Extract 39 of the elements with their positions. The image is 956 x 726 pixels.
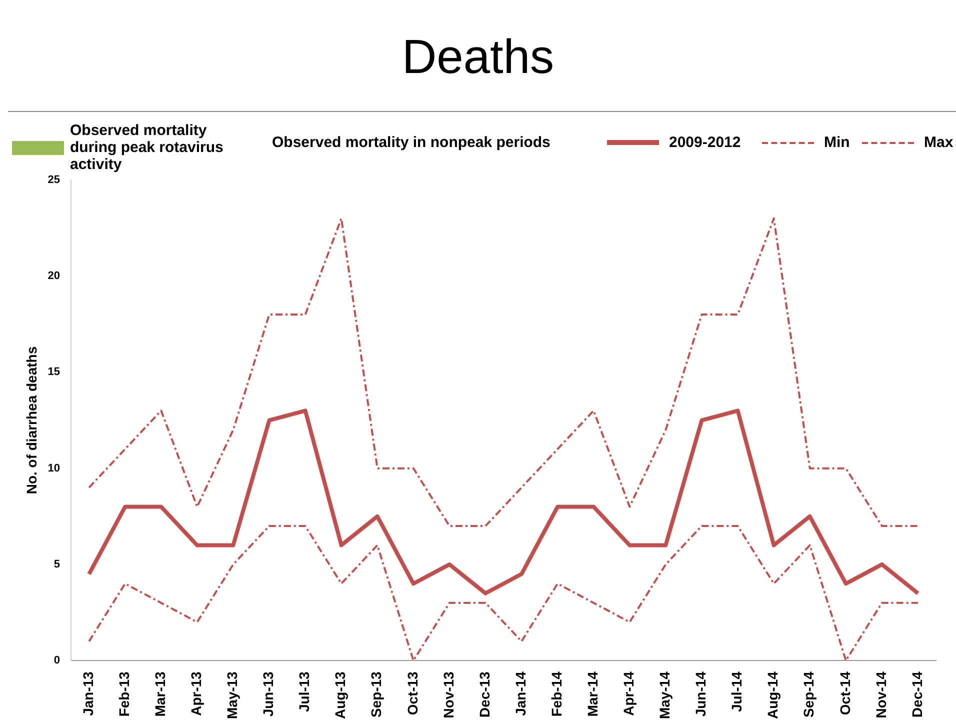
line-series <box>88 524 919 661</box>
chart-title: Deaths <box>400 30 556 85</box>
x-tick-label: Jul-13 <box>296 671 312 712</box>
x-tick-label: Jul-14 <box>728 671 745 712</box>
x-tick-label: Apr-14 <box>620 671 637 716</box>
y-tick-label: 5 <box>54 558 60 570</box>
x-tick-label: Sep-14 <box>800 671 817 718</box>
x-tick-label: Feb-13 <box>116 671 132 717</box>
y-axis-title: No. of diarrhea deaths <box>23 346 40 494</box>
x-tick-label: Apr-13 <box>188 671 204 716</box>
x-tick-label: May-13 <box>224 671 240 719</box>
x-tick-label: May-14 <box>656 671 673 719</box>
legend-label: 2009-2012 <box>669 134 741 151</box>
y-tick-label: 15 <box>48 366 60 378</box>
x-tick-label: Oct-13 <box>404 671 420 716</box>
x-tick-label: Jun-14 <box>692 671 709 717</box>
y-tick-label: 25 <box>48 174 60 186</box>
x-tick-label: Aug-14 <box>764 671 781 719</box>
y-tick-label: 10 <box>48 462 60 474</box>
legend-label: Observed mortality during peak rotavirus activity <box>70 122 224 173</box>
y-tick-label: 0 <box>54 654 60 667</box>
x-tick-label: Jun-13 <box>260 671 276 717</box>
x-tick-label: Mar-14 <box>584 671 600 717</box>
x-tick-label: Sep-13 <box>368 671 384 718</box>
line-series <box>88 217 919 527</box>
x-tick-label: Nov-13 <box>440 671 456 718</box>
x-tick-label: Feb-14 <box>548 671 564 717</box>
x-tick-label: Mar-13 <box>152 671 168 717</box>
x-tick-label: Jan-13 <box>80 671 96 716</box>
x-tick-label: Jan-14 <box>512 671 528 716</box>
legend-title: Observed mortality in nonpeak periods <box>272 134 552 151</box>
legend-label: Max <box>924 134 954 151</box>
legend-label: Min <box>824 134 850 151</box>
y-tick-label: 20 <box>48 270 60 282</box>
x-tick-label: Nov-14 <box>872 671 889 718</box>
x-tick-label: Aug-13 <box>332 671 348 719</box>
x-tick-label: Oct-14 <box>836 671 853 716</box>
x-tick-label: Dec-13 <box>476 671 492 718</box>
x-tick-label: Dec-14 <box>908 671 925 718</box>
